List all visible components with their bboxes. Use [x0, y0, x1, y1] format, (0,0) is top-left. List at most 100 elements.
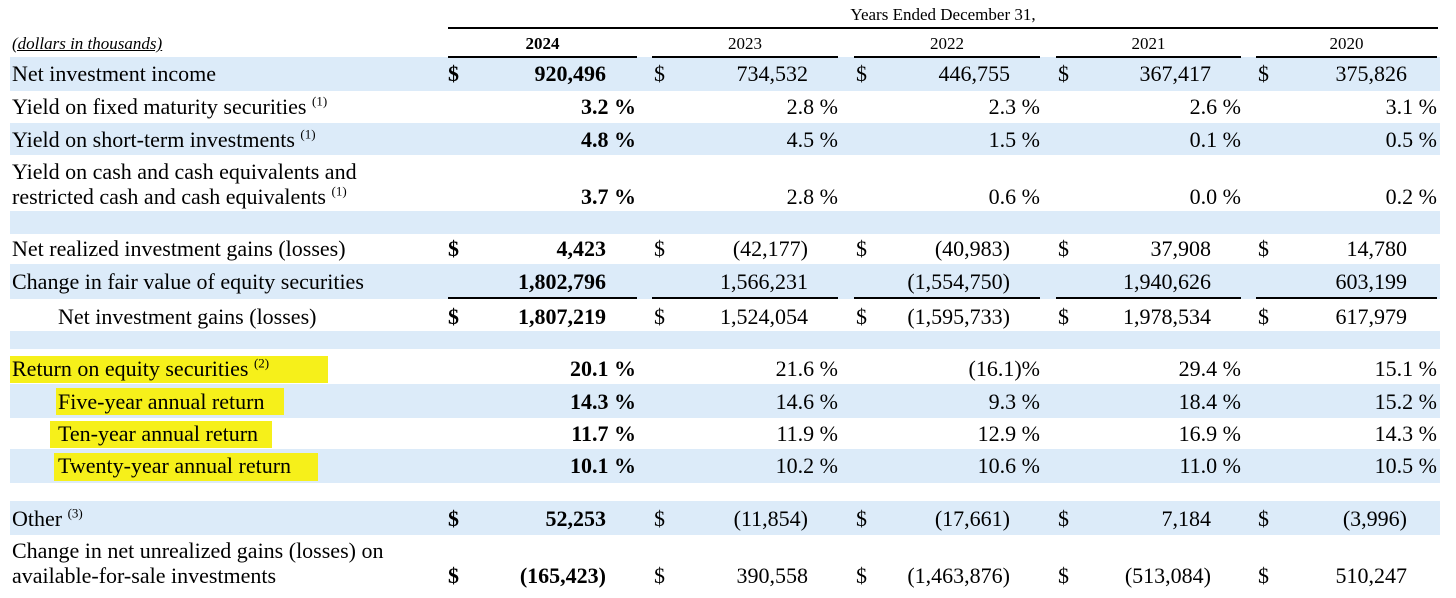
subtotal-rule	[448, 297, 637, 299]
year-header-2021: 2021	[1131, 34, 1166, 53]
row-label: Net investment income	[12, 63, 216, 85]
row-band	[10, 211, 1440, 234]
row-label-text: Return on equity securities	[12, 356, 249, 381]
cell-2023: 2.8 %	[786, 94, 838, 119]
row-label-line2: restricted cash and cash equivalents (1)	[12, 183, 347, 208]
row-label: Yield on fixed maturity securities (1)	[12, 94, 327, 119]
year-header-2020: 2020	[1329, 34, 1364, 53]
cell-2024: 4,423	[556, 236, 607, 261]
cell-2020: 0.2 %	[1385, 184, 1437, 209]
cell-2021: 29.4 %	[1178, 356, 1241, 381]
dollar-sign: $	[654, 304, 665, 329]
row-band	[10, 57, 1440, 91]
row-label-text: Yield on fixed maturity securities	[12, 94, 307, 119]
cell-2024: 52,253	[545, 506, 607, 531]
row-label: Net investment gains (losses)	[58, 306, 316, 328]
header-top-rule	[448, 27, 1438, 29]
dollar-sign: $	[1058, 61, 1069, 86]
cell-2022: (1,463,876)	[907, 563, 1010, 588]
cell-2021: 11.0 %	[1179, 453, 1241, 478]
cell-2024: 920,496	[534, 61, 607, 86]
cell-2021: 2.6 %	[1189, 94, 1241, 119]
row-label: Change in net unrealized gains (losses) …	[12, 540, 383, 562]
dollar-sign: $	[448, 506, 459, 531]
cell-2020: 15.1 %	[1374, 356, 1437, 381]
row-label: Change in fair value of equity securitie…	[12, 271, 364, 293]
cell-2024: 11.7 %	[571, 421, 636, 446]
text-highlight	[50, 421, 272, 448]
year-header-rule	[448, 56, 637, 58]
dollar-sign: $	[1258, 304, 1269, 329]
row-label: Other (3)	[12, 506, 83, 531]
dollar-sign: $	[1058, 506, 1069, 531]
cell-2020: 14.3 %	[1374, 421, 1437, 446]
row-label-text: available-for-sale investments	[12, 563, 277, 588]
row-label-text: Other	[12, 506, 63, 531]
year-header-2023: 2023	[728, 34, 762, 53]
row-label-text: Net realized investment gains (losses)	[12, 236, 346, 261]
year-header-rule	[652, 56, 838, 58]
cell-2021: 37,908	[1150, 236, 1212, 261]
cell-2021: 367,417	[1139, 61, 1212, 86]
cell-2023: 1,524,054	[720, 304, 808, 329]
cell-2020: 0.5 %	[1385, 127, 1437, 152]
cell-2023: 1,566,231	[720, 269, 808, 294]
cell-2020: 3.1 %	[1385, 94, 1437, 119]
dollar-sign: $	[856, 236, 867, 261]
cell-2024: 20.1 %	[570, 356, 636, 381]
cell-2022: (1,554,750)	[907, 269, 1010, 294]
cell-2020: (3,996)	[1342, 506, 1407, 531]
row-label: Return on equity securities (2)	[12, 355, 270, 381]
dollar-sign: $	[448, 563, 459, 588]
cell-2023: 2.8 %	[786, 184, 838, 209]
row-label-text: Yield on cash and cash equivalents and	[12, 159, 357, 184]
dollar-sign: $	[856, 61, 867, 86]
row-band	[10, 331, 1440, 349]
text-highlight	[54, 453, 318, 481]
year-header-rule	[854, 56, 1040, 58]
row-label-text: Five-year annual return	[58, 389, 265, 414]
dollar-sign: $	[654, 61, 665, 86]
cell-2023: (42,177)	[732, 236, 808, 261]
cell-2023: 10.2 %	[775, 453, 838, 478]
years-ended-header: Years Ended December 31,	[850, 5, 1036, 24]
text-highlight	[10, 356, 328, 383]
row-label-text: Net investment income	[12, 61, 217, 86]
row-label: Yield on cash and cash equivalents and	[12, 161, 357, 183]
cell-2020: 14,780	[1346, 236, 1408, 261]
cell-2020: 10.5 %	[1374, 453, 1437, 478]
row-label-text: Change in fair value of equity securitie…	[12, 269, 364, 294]
year-header-2024: 2024	[525, 34, 560, 53]
subtotal-rule	[652, 297, 838, 299]
cell-2024: 10.1 %	[570, 453, 636, 478]
cell-2021: 0.0 %	[1189, 184, 1241, 209]
dollar-sign: $	[654, 236, 665, 261]
cell-2021: (513,084)	[1124, 563, 1211, 588]
cell-2024: 1,802,796	[518, 269, 606, 294]
cell-2024: 3.2 %	[581, 94, 636, 119]
subtotal-rule	[1056, 297, 1241, 299]
text-highlight	[56, 388, 284, 415]
cell-2021: 7,184	[1161, 506, 1212, 531]
subtotal-rule	[1256, 297, 1437, 299]
dollar-sign: $	[1258, 506, 1269, 531]
footnote-marker: (1)	[331, 183, 347, 199]
dollar-sign: $	[1258, 61, 1269, 86]
cell-2023: 734,532	[736, 61, 809, 86]
year-header-2022: 2022	[930, 34, 964, 53]
cell-2021: 16.9 %	[1178, 421, 1241, 446]
footnote-marker: (2)	[253, 355, 270, 371]
cell-2020: 510,247	[1335, 563, 1408, 588]
cell-2023: 4.5 %	[786, 127, 838, 152]
row-label-text: Ten-year annual return	[58, 421, 259, 446]
cell-2022: (16.1)%	[968, 356, 1040, 381]
row-band	[10, 123, 1440, 155]
row-band	[10, 264, 1440, 299]
cell-2022: 1.5 %	[988, 127, 1040, 152]
dollar-sign: $	[1058, 563, 1069, 588]
cell-2024: 14.3 %	[570, 389, 636, 414]
row-label: Five-year annual return	[58, 391, 264, 413]
subtotal-rule	[854, 297, 1040, 299]
cell-2021: 1,978,534	[1123, 304, 1211, 329]
